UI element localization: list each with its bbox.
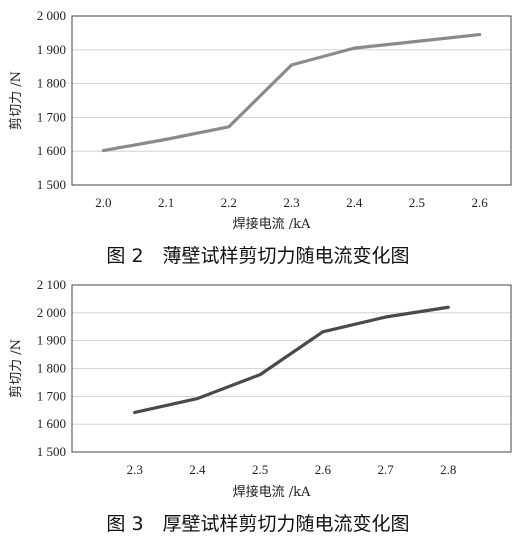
x-tick-label: 2.7 xyxy=(377,462,394,477)
data-point xyxy=(447,306,450,309)
data-point xyxy=(384,315,387,319)
x-tick-label: 2.3 xyxy=(127,462,143,477)
x-tick-label: 2.2 xyxy=(221,195,237,210)
data-point xyxy=(321,330,325,333)
data-point xyxy=(353,46,356,50)
x-axis-label: 焊接电流 /kA xyxy=(233,484,311,500)
y-tick-label: 1 800 xyxy=(37,361,66,376)
y-axis-label: 剪切力 /N xyxy=(8,339,24,398)
y-tick-label: 2 100 xyxy=(37,277,66,292)
x-tick-label: 2.5 xyxy=(409,195,425,210)
x-tick-label: 2.4 xyxy=(346,195,363,210)
y-tick-label: 1 800 xyxy=(37,76,66,91)
chart-thin-wall: 1 500 1 600 1 700 1 800 1 900 2 000 2.0 2.1 2.2 2… xyxy=(8,8,512,267)
x-tick-label: 2.5 xyxy=(252,462,268,477)
x-tick-label: 2.8 xyxy=(440,462,456,477)
y-tick-label: 1 500 xyxy=(37,177,66,192)
plot-frame xyxy=(71,15,512,186)
data-point xyxy=(164,138,168,141)
y-tick-label: 1 500 xyxy=(37,444,66,459)
data-point xyxy=(227,125,230,129)
data-point xyxy=(133,411,136,414)
series-line xyxy=(101,32,482,153)
y-axis-label: 剪切力 /N xyxy=(8,71,24,130)
data-point xyxy=(415,40,419,43)
y-tick-label: 1 600 xyxy=(37,416,66,431)
x-tick-label: 2.6 xyxy=(472,195,489,210)
x-tick-label: 2.4 xyxy=(189,462,206,477)
y-tick-label: 1 700 xyxy=(37,388,66,403)
data-point xyxy=(258,373,262,376)
x-axis-label: 焊接电流 /kA xyxy=(233,216,311,232)
y-tick-label: 1 900 xyxy=(37,333,66,348)
y-tick-label: 1 600 xyxy=(37,143,66,158)
plot-frame xyxy=(71,284,512,453)
y-tick-label: 2 000 xyxy=(37,8,66,23)
chart-thick-wall: 1 500 1 600 1 700 1 800 1 900 2 000 2 100 2.3 2.… xyxy=(8,277,512,535)
series-line xyxy=(133,305,450,415)
y-tick-label: 2 000 xyxy=(37,305,66,320)
data-point xyxy=(290,63,293,67)
y-tick-label: 1 900 xyxy=(37,42,66,57)
data-point xyxy=(102,149,105,152)
figure-caption: 图 3 厚壁试样剪切力随电流变化图 xyxy=(106,513,409,535)
x-tick-label: 2.1 xyxy=(158,195,174,210)
data-point xyxy=(478,33,481,36)
figure-caption: 图 2 薄壁试样剪切力随电流变化图 xyxy=(106,245,409,267)
x-tick-label: 2.0 xyxy=(95,195,111,210)
x-tick-label: 2.3 xyxy=(283,195,299,210)
data-point xyxy=(196,397,199,400)
x-tick-label: 2.6 xyxy=(315,462,332,477)
y-tick-label: 1 700 xyxy=(37,109,66,124)
